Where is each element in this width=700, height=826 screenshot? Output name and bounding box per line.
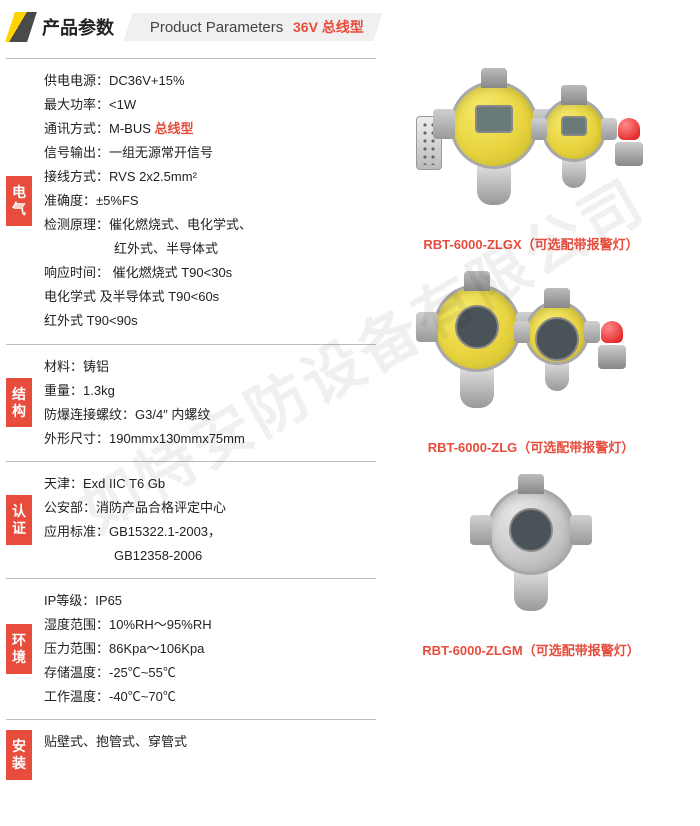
spec-row: 压力范围：86Kpa～106Kpa [44,637,376,661]
spec-row: 接线方式：RVS 2x2.5mm² [44,165,376,189]
spec-row: 红外式 T90<90s [44,309,376,333]
spec-row: 贴壁式、抱管式、穿管式 [44,730,376,754]
spec-section: 安装贴壁式、抱管式、穿管式 [6,719,376,790]
spec-list: 贴壁式、抱管式、穿管式 [44,730,376,780]
spec-row: 防爆连接螺纹：G3/4″ 内螺纹 [44,403,376,427]
detector-illustration [433,284,521,408]
spec-section: 电气供电电源：DC36V+15%最大功率：<1W通讯方式：M-BUS 总线型信号… [6,58,376,344]
spec-row: IP等级：IP65 [44,589,376,613]
header-title-cn: 产品参数 [42,14,114,40]
spec-list: 天津：Exd IIC T6 Gb公安部：消防产品合格评定中心应用标准：GB153… [44,472,376,568]
product-card: RBT-6000-ZLGX（可选配带报警灯） [386,58,676,253]
spec-row: 红外式、半导体式 [44,237,376,261]
spec-row: 电化学式 及半导体式 T90<60s [44,285,376,309]
product-image [386,261,676,431]
spec-row: 外形尺寸：190mmx130mmx75mm [44,427,376,451]
detector-illustration [525,301,589,391]
spec-row: 供电电源：DC36V+15% [44,69,376,93]
product-caption: RBT-6000-ZLGM（可选配带报警灯） [386,640,676,659]
detector-illustration [487,487,575,611]
spec-list: 材料：铸铝重量：1.3kg防爆连接螺纹：G3/4″ 内螺纹外形尺寸：190mmx… [44,355,376,451]
header-tag: 36V 总线型 [293,17,364,37]
spec-row: 存储温度：-25℃~55℃ [44,661,376,685]
product-caption: RBT-6000-ZLGX（可选配带报警灯） [386,234,676,253]
spec-section: 环境IP等级：IP65湿度范围：10%RH～95%RH压力范围：86Kpa～10… [6,578,376,719]
product-image [386,58,676,228]
alarm-light-icon [612,118,646,168]
section-badge: 电气 [6,176,32,226]
spec-row: 应用标准：GB15322.1-2003， [44,520,376,544]
product-card: RBT-6000-ZLGM（可选配带报警灯） [386,464,676,659]
spec-row: 准确度：±5%FS [44,189,376,213]
spec-row: 重量：1.3kg [44,379,376,403]
content: 电气供电电源：DC36V+15%最大功率：<1W通讯方式：M-BUS 总线型信号… [0,58,700,790]
detector-illustration [542,98,606,188]
spec-row: 检测原理：催化燃烧式、电化学式、 [44,213,376,237]
section-badge: 环境 [6,624,32,674]
product-caption: RBT-6000-ZLG（可选配带报警灯） [386,437,676,456]
spec-row: GB12358-2006 [44,544,376,568]
spec-list: 供电电源：DC36V+15%最大功率：<1W通讯方式：M-BUS 总线型信号输出… [44,69,376,334]
spec-column: 电气供电电源：DC36V+15%最大功率：<1W通讯方式：M-BUS 总线型信号… [6,58,376,790]
detector-illustration [450,81,538,205]
product-column: RBT-6000-ZLGX（可选配带报警灯） RBT-6000-ZLG（可选配带报… [376,58,676,790]
alarm-light-icon [595,321,629,371]
spec-row: 天津：Exd IIC T6 Gb [44,472,376,496]
spec-section: 认证天津：Exd IIC T6 Gb公安部：消防产品合格评定中心应用标准：GB1… [6,461,376,578]
header-title-en: Product Parameters [150,19,283,36]
spec-row: 公安部：消防产品合格评定中心 [44,496,376,520]
spec-row: 材料：铸铝 [44,355,376,379]
spec-row: 信号输出：一组无源常开信号 [44,141,376,165]
spec-row: 工作温度：-40℃~70℃ [44,685,376,709]
section-badge: 结构 [6,378,32,428]
spec-list: IP等级：IP65湿度范围：10%RH～95%RH压力范围：86Kpa～106K… [44,589,376,709]
header-stripe-icon [5,12,37,42]
spec-row: 响应时间： 催化燃烧式 T90<30s [44,261,376,285]
product-image [386,464,676,634]
header: 产品参数 Product Parameters 36V 总线型 [0,8,700,46]
spec-row: 通讯方式：M-BUS 总线型 [44,117,376,141]
header-subtitle-wrap: Product Parameters 36V 总线型 [123,13,382,41]
product-card: RBT-6000-ZLG（可选配带报警灯） [386,261,676,456]
spec-section: 结构材料：铸铝重量：1.3kg防爆连接螺纹：G3/4″ 内螺纹外形尺寸：190m… [6,344,376,461]
spec-row: 湿度范围：10%RH～95%RH [44,613,376,637]
section-badge: 安装 [6,730,32,780]
section-badge: 认证 [6,495,32,545]
spec-row: 最大功率：<1W [44,93,376,117]
